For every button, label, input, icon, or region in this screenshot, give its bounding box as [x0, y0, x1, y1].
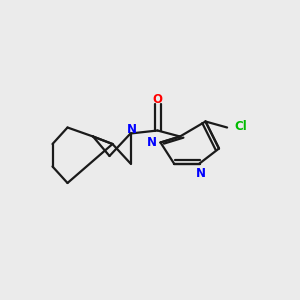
Text: N: N — [147, 136, 157, 149]
Text: N: N — [127, 123, 137, 136]
Text: O: O — [152, 93, 163, 106]
Text: N: N — [196, 167, 206, 180]
Text: Cl: Cl — [234, 120, 247, 134]
